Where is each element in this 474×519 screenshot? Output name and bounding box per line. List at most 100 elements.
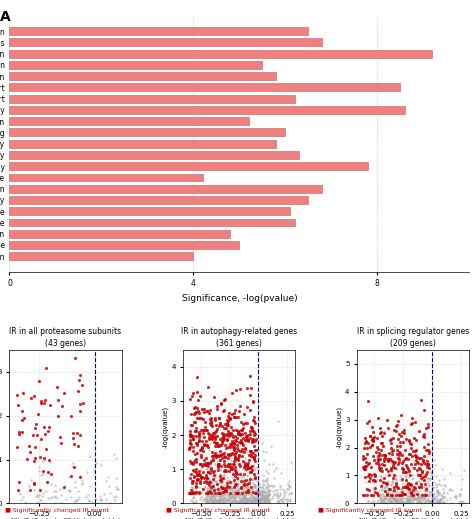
Point <box>409 480 416 488</box>
Point <box>35 377 42 386</box>
Point <box>230 493 237 501</box>
Point <box>71 462 78 471</box>
Point <box>420 493 428 501</box>
Point <box>416 497 423 506</box>
Point <box>216 479 224 487</box>
Point <box>98 460 105 469</box>
Point <box>232 498 240 506</box>
Point <box>192 427 200 435</box>
Point <box>211 495 219 503</box>
Point <box>52 486 60 495</box>
Point <box>208 422 216 431</box>
Point <box>186 489 193 497</box>
Point <box>275 497 283 506</box>
Point <box>283 497 291 505</box>
Point <box>203 486 211 494</box>
Point <box>82 493 90 501</box>
Point <box>256 494 264 502</box>
Point <box>206 415 214 424</box>
Point <box>201 482 209 490</box>
Point <box>364 497 372 506</box>
Point <box>36 486 43 495</box>
Point <box>227 457 235 465</box>
Point <box>219 489 227 498</box>
Point <box>241 488 249 497</box>
Point <box>259 491 266 500</box>
Point <box>250 455 257 463</box>
Point <box>452 494 460 502</box>
Point <box>218 454 225 462</box>
Point <box>382 499 390 507</box>
Point <box>359 463 367 472</box>
Point <box>381 486 388 494</box>
Point <box>79 399 86 407</box>
Point <box>214 402 221 410</box>
Point <box>388 467 395 475</box>
Point <box>250 498 258 507</box>
Point <box>243 496 251 504</box>
Point <box>409 452 416 460</box>
Point <box>255 495 262 503</box>
Point <box>246 391 253 400</box>
Point <box>380 461 387 469</box>
Point <box>212 477 220 485</box>
Point <box>255 490 263 499</box>
Point <box>243 476 250 484</box>
Point <box>203 488 211 497</box>
Point <box>389 458 396 466</box>
Point <box>271 490 279 499</box>
Point <box>405 495 413 503</box>
Point <box>240 487 248 495</box>
Point <box>419 469 427 477</box>
Point <box>244 490 251 498</box>
Point <box>242 494 250 502</box>
Point <box>217 489 225 498</box>
Point <box>228 448 236 457</box>
Point <box>406 467 413 475</box>
Point <box>247 490 255 498</box>
Point <box>206 466 214 474</box>
Point <box>431 461 438 469</box>
Point <box>383 489 391 498</box>
Point <box>203 426 211 434</box>
Point <box>216 496 224 504</box>
Point <box>196 471 204 480</box>
Point <box>417 493 424 501</box>
Point <box>203 498 210 506</box>
Point <box>418 475 425 484</box>
Point <box>188 476 195 485</box>
Point <box>40 422 47 431</box>
Point <box>221 466 229 474</box>
Point <box>228 494 236 502</box>
Point <box>371 475 378 484</box>
Point <box>201 478 208 486</box>
Point <box>406 436 413 445</box>
Point <box>410 483 418 491</box>
Point <box>246 490 254 498</box>
Point <box>376 455 383 463</box>
Point <box>228 499 235 507</box>
Point <box>389 477 396 486</box>
Point <box>420 476 428 484</box>
Point <box>257 486 264 494</box>
Point <box>240 488 248 496</box>
X-axis label: ΔΨ, IR (Control - C9 High insoluble): ΔΨ, IR (Control - C9 High insoluble) <box>184 518 294 519</box>
Point <box>363 485 370 493</box>
Point <box>392 491 400 499</box>
Point <box>228 465 236 473</box>
Point <box>191 409 199 417</box>
Point <box>228 410 236 418</box>
Point <box>217 489 224 497</box>
Point <box>251 430 258 439</box>
Point <box>264 495 271 503</box>
Point <box>258 499 265 507</box>
Point <box>259 447 267 455</box>
Point <box>206 493 213 501</box>
Point <box>232 448 239 457</box>
Point <box>386 490 394 498</box>
X-axis label: Significance, -log(pvalue): Significance, -log(pvalue) <box>182 294 297 303</box>
Point <box>426 473 434 482</box>
Point <box>400 499 407 508</box>
Point <box>201 407 208 416</box>
Point <box>190 473 198 481</box>
